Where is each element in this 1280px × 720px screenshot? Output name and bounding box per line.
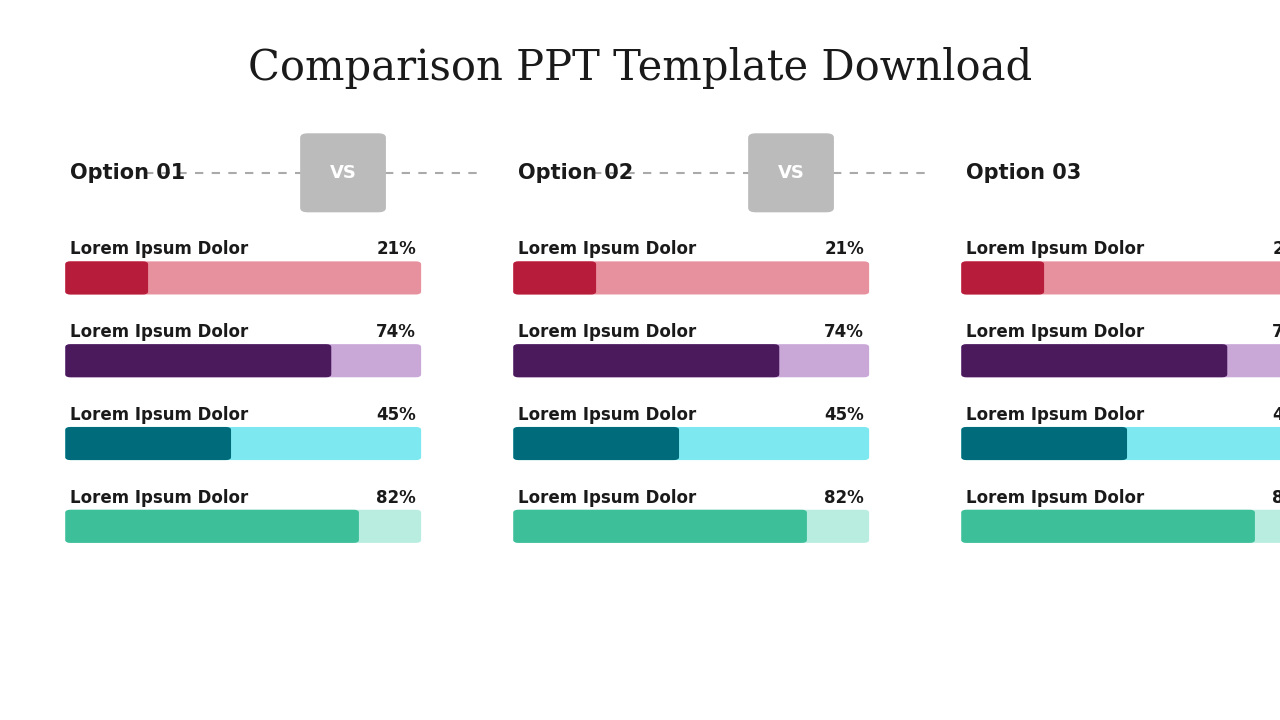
FancyBboxPatch shape	[65, 427, 230, 460]
Text: 74%: 74%	[824, 323, 864, 341]
Text: Lorem Ipsum Dolor: Lorem Ipsum Dolor	[70, 323, 248, 341]
Text: Lorem Ipsum Dolor: Lorem Ipsum Dolor	[518, 406, 696, 424]
FancyBboxPatch shape	[961, 427, 1280, 460]
Text: Lorem Ipsum Dolor: Lorem Ipsum Dolor	[966, 240, 1144, 258]
FancyBboxPatch shape	[513, 261, 596, 294]
FancyBboxPatch shape	[513, 427, 678, 460]
Text: Lorem Ipsum Dolor: Lorem Ipsum Dolor	[518, 489, 696, 507]
Text: Lorem Ipsum Dolor: Lorem Ipsum Dolor	[966, 406, 1144, 424]
Text: Lorem Ipsum Dolor: Lorem Ipsum Dolor	[518, 323, 696, 341]
Text: Option 02: Option 02	[518, 163, 634, 183]
Text: Lorem Ipsum Dolor: Lorem Ipsum Dolor	[70, 489, 248, 507]
FancyBboxPatch shape	[513, 510, 869, 543]
Text: 45%: 45%	[1272, 406, 1280, 424]
FancyBboxPatch shape	[65, 510, 421, 543]
FancyBboxPatch shape	[513, 427, 869, 460]
FancyBboxPatch shape	[961, 344, 1228, 377]
FancyBboxPatch shape	[65, 510, 358, 543]
FancyBboxPatch shape	[513, 261, 869, 294]
FancyBboxPatch shape	[65, 344, 332, 377]
FancyBboxPatch shape	[961, 510, 1280, 543]
Text: 45%: 45%	[824, 406, 864, 424]
Text: VS: VS	[330, 163, 356, 181]
Text: 74%: 74%	[1272, 323, 1280, 341]
Text: Lorem Ipsum Dolor: Lorem Ipsum Dolor	[70, 406, 248, 424]
Text: 82%: 82%	[824, 489, 864, 507]
FancyBboxPatch shape	[961, 510, 1254, 543]
Text: 21%: 21%	[376, 240, 416, 258]
Text: Lorem Ipsum Dolor: Lorem Ipsum Dolor	[518, 240, 696, 258]
Text: 21%: 21%	[824, 240, 864, 258]
FancyBboxPatch shape	[301, 133, 387, 212]
FancyBboxPatch shape	[513, 344, 869, 377]
Text: 82%: 82%	[1272, 489, 1280, 507]
FancyBboxPatch shape	[65, 261, 148, 294]
FancyBboxPatch shape	[513, 344, 780, 377]
FancyBboxPatch shape	[513, 510, 806, 543]
Text: VS: VS	[778, 163, 804, 181]
Text: Lorem Ipsum Dolor: Lorem Ipsum Dolor	[70, 240, 248, 258]
FancyBboxPatch shape	[749, 133, 835, 212]
Text: 74%: 74%	[376, 323, 416, 341]
FancyBboxPatch shape	[65, 344, 421, 377]
Text: Option 03: Option 03	[966, 163, 1082, 183]
Text: Lorem Ipsum Dolor: Lorem Ipsum Dolor	[966, 489, 1144, 507]
Text: Option 01: Option 01	[70, 163, 186, 183]
Text: Lorem Ipsum Dolor: Lorem Ipsum Dolor	[966, 323, 1144, 341]
Text: 82%: 82%	[376, 489, 416, 507]
Text: Comparison PPT Template Download: Comparison PPT Template Download	[248, 48, 1032, 89]
FancyBboxPatch shape	[961, 427, 1128, 460]
Text: 21%: 21%	[1272, 240, 1280, 258]
FancyBboxPatch shape	[961, 344, 1280, 377]
FancyBboxPatch shape	[65, 261, 421, 294]
FancyBboxPatch shape	[961, 261, 1044, 294]
Text: 45%: 45%	[376, 406, 416, 424]
FancyBboxPatch shape	[65, 427, 421, 460]
FancyBboxPatch shape	[961, 261, 1280, 294]
